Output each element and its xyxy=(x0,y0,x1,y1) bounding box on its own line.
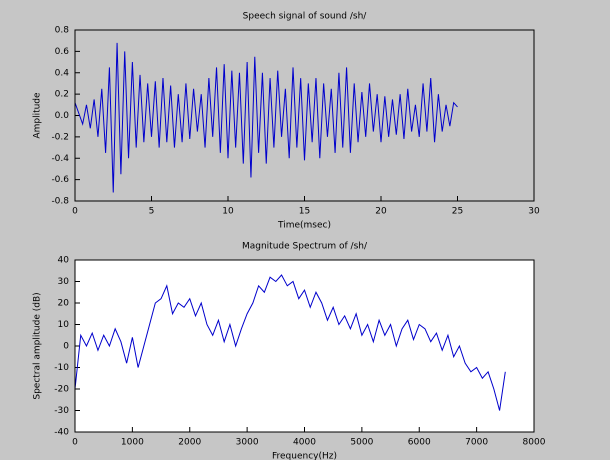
y-tick-label: -0.6 xyxy=(51,175,69,185)
y-axis-label: Spectral amplitude (dB) xyxy=(33,292,43,399)
y-tick-label: 40 xyxy=(58,256,70,266)
y-tick-label: -20 xyxy=(54,385,69,395)
x-tick-label: 0 xyxy=(72,207,78,217)
y-tick-label: 10 xyxy=(58,320,70,330)
y-tick-label: 30 xyxy=(58,277,70,287)
x-tick-label: 30 xyxy=(528,207,540,217)
x-tick-label: 5 xyxy=(149,207,155,217)
x-tick-label: 20 xyxy=(375,207,387,217)
y-tick-label: 0 xyxy=(63,342,69,352)
y-tick-label: 0.2 xyxy=(55,90,69,100)
y-tick-label: 0.6 xyxy=(55,47,70,57)
y-tick-label: 0.0 xyxy=(55,111,70,121)
x-tick-label: 25 xyxy=(452,207,463,217)
chart-title: Magnitude Spectrum of /sh/ xyxy=(242,242,368,252)
x-tick-label: 4000 xyxy=(293,438,316,448)
y-tick-label: -0.2 xyxy=(51,132,69,142)
chart-title: Speech signal of sound /sh/ xyxy=(243,12,368,22)
x-tick-label: 6000 xyxy=(408,438,431,448)
plot-area xyxy=(75,30,534,201)
y-tick-label: -0.8 xyxy=(51,197,69,207)
x-tick-label: 10 xyxy=(222,207,234,217)
y-tick-label: -30 xyxy=(54,406,69,416)
x-axis-label: Frequency(Hz) xyxy=(272,452,337,460)
axis-box xyxy=(74,29,535,202)
y-tick-label: -0.4 xyxy=(51,154,69,164)
y-tick-label: -10 xyxy=(54,363,69,373)
x-tick-label: 3000 xyxy=(236,438,259,448)
axis-box xyxy=(74,259,535,433)
x-tick-label: 15 xyxy=(299,207,310,217)
x-tick-label: 7000 xyxy=(465,438,488,448)
plot-area xyxy=(75,260,534,432)
x-axis-label: Time(msec) xyxy=(277,221,331,231)
y-tick-label: 0.4 xyxy=(55,68,70,78)
signal-line xyxy=(74,274,506,411)
x-tick-label: 8000 xyxy=(523,438,546,448)
y-tick-label: -40 xyxy=(54,428,69,438)
y-axis-label: Amplitude xyxy=(33,92,43,139)
x-tick-label: 5000 xyxy=(350,438,373,448)
x-tick-label: 0 xyxy=(72,438,78,448)
y-tick-label: 20 xyxy=(58,299,70,309)
y-tick-label: 0.8 xyxy=(55,26,70,36)
x-tick-label: 1000 xyxy=(121,438,144,448)
signal-line xyxy=(74,42,458,193)
x-tick-label: 2000 xyxy=(178,438,201,448)
